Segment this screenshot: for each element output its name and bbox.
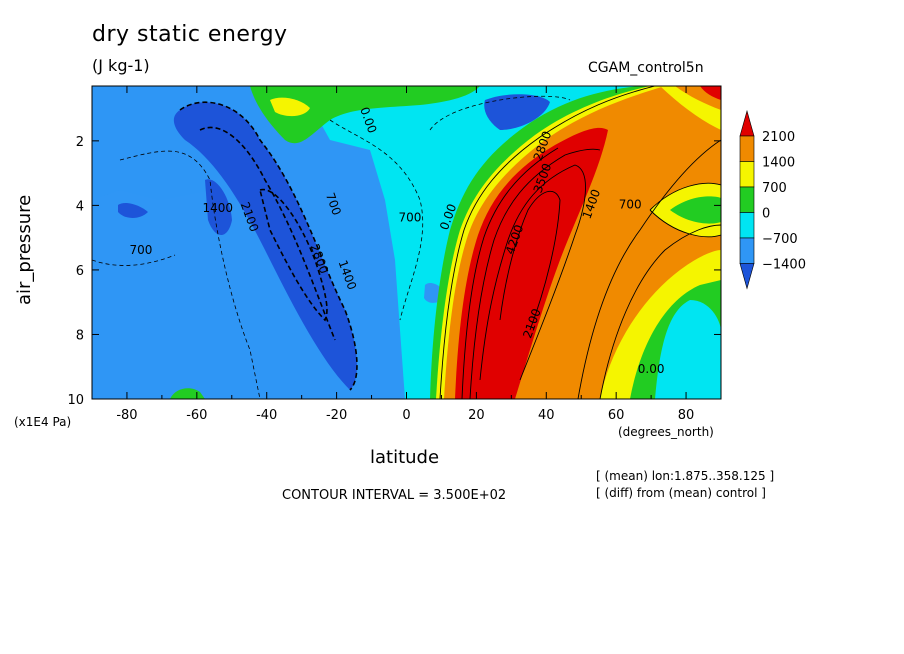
colorbar-segment <box>739 186 755 213</box>
x-tick-label: 0 <box>402 408 410 423</box>
colorbar-label: 1400 <box>762 156 795 171</box>
contour-label: 1400 <box>203 201 234 215</box>
x-tick-label: 20 <box>468 408 485 423</box>
x-axis-label: latitude <box>370 447 440 468</box>
y-tick-label: 2 <box>76 135 84 150</box>
x-tick-label: -60 <box>186 408 207 423</box>
colorbar-arrow-top <box>739 109 755 137</box>
colorbar-label: −700 <box>762 232 798 247</box>
colorbar-label: 0 <box>762 207 770 222</box>
colorbar-segment <box>739 135 755 162</box>
colorbar-segment <box>739 161 755 188</box>
chart-title: dry static energy <box>92 22 288 47</box>
colorbar-segment <box>739 212 755 239</box>
x-tick-label: 60 <box>608 408 625 423</box>
y-ticks: 2 4 6 8 10 <box>67 135 721 408</box>
contour-lines <box>92 86 721 399</box>
dataset-label: CGAM_control5n <box>588 60 704 76</box>
colorbar-label: −1400 <box>762 258 806 273</box>
x-tick-label: -80 <box>116 408 137 423</box>
colorbar-label: 700 <box>762 181 787 196</box>
contour-label: 0.00 <box>638 362 665 376</box>
colorbar-segment <box>739 237 755 264</box>
y-tick-label: 4 <box>76 199 84 214</box>
filled-contours <box>92 86 721 399</box>
colorbar-label: 2100 <box>762 130 795 145</box>
x-tick-label: -40 <box>256 408 277 423</box>
contour-interval: CONTOUR INTERVAL = 3.500E+02 <box>282 488 507 503</box>
colorbar-arrow-bottom <box>739 263 755 290</box>
contour-label: 700 <box>399 211 422 225</box>
note-diff: [ (diff) from (mean) control ] <box>596 486 766 500</box>
contour-label: 700 <box>619 198 642 212</box>
y-axis-unit: (x1E4 Pa) <box>14 415 72 429</box>
y-tick-label: 8 <box>76 328 84 343</box>
x-axis-unit: (degrees_north) <box>618 425 714 439</box>
x-ticks: -80 -60 -40 -20 0 20 40 60 80 <box>116 86 694 423</box>
x-tick-label: 80 <box>678 408 695 423</box>
colorbar: 2100 1400 700 0 −700 −1400 <box>739 109 806 290</box>
contour-label: 700 <box>129 243 152 257</box>
x-tick-label: 40 <box>538 408 555 423</box>
units-label: (J kg-1) <box>92 56 150 75</box>
note-mean-lon: [ (mean) lon:1.875..358.125 ] <box>596 469 775 483</box>
y-tick-label: 6 <box>76 264 84 279</box>
x-tick-label: -20 <box>326 408 347 423</box>
y-tick-label: 10 <box>67 393 84 408</box>
